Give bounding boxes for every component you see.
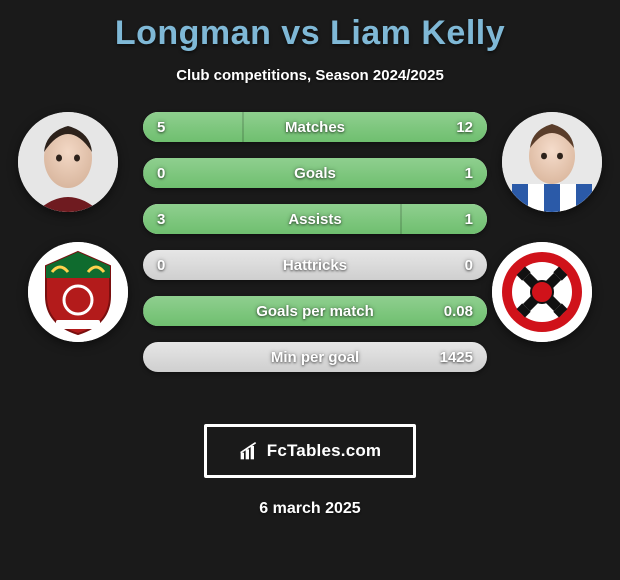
bar-fill-right: [243, 112, 487, 142]
bar-fill-right: [143, 158, 487, 188]
stat-row: Matches512: [143, 112, 487, 142]
page-title: Longman vs Liam Kelly: [8, 14, 612, 53]
bar-track: [143, 342, 487, 372]
bar-fill-left: [143, 112, 243, 142]
bar-fill-left: [143, 204, 401, 234]
club-right-crest: [492, 242, 592, 342]
player-right-avatar: [502, 112, 602, 212]
stat-row: Min per goal1425: [143, 342, 487, 372]
comparison-body: Matches512 Goals01 Assists31 Hattricks00 Goa…: [8, 112, 612, 402]
comparison-card: Longman vs Liam Kelly Club competitions,…: [0, 0, 620, 580]
club-left-crest: [28, 242, 128, 342]
brand-icon: [239, 441, 259, 461]
stat-row: Goals01: [143, 158, 487, 188]
stat-row: Assists31: [143, 204, 487, 234]
player-left-avatar: [18, 112, 118, 212]
brand-text: FcTables.com: [267, 441, 382, 461]
bar-fill-right: [401, 204, 487, 234]
stat-bars: Matches512 Goals01 Assists31 Hattricks00 Goa…: [143, 112, 487, 388]
bar-fill-right: [143, 296, 487, 326]
stat-row: Goals per match0.08: [143, 296, 487, 326]
bar-track: [143, 250, 487, 280]
date-text: 6 march 2025: [8, 500, 612, 518]
stat-row: Hattricks00: [143, 250, 487, 280]
brand-box[interactable]: FcTables.com: [204, 424, 416, 478]
subtitle: Club competitions, Season 2024/2025: [8, 67, 612, 84]
